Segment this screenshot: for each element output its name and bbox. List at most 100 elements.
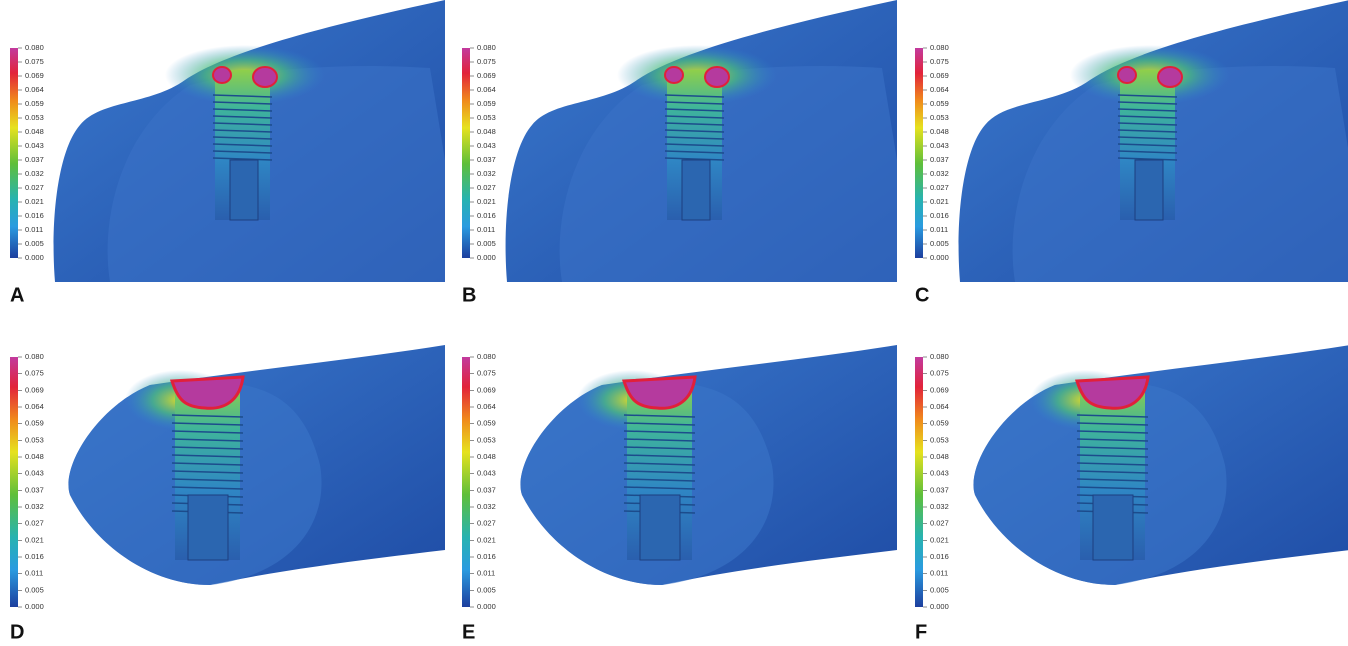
colorbar-tick-label: 0.043 [25,469,44,478]
implant-thread [623,454,696,458]
panel-label: A [10,284,24,306]
colorbar [10,48,18,258]
colorbar [10,357,18,607]
implant-thread [623,470,696,474]
colorbar-tick-label: 0.048 [930,452,949,461]
implant-thread [171,462,244,466]
colorbar-tick-label: 0.032 [477,502,496,511]
colorbar-tick-label: 0.016 [25,552,44,561]
colorbar-tick-label: 0.080 [477,352,496,361]
implant-thread [171,478,244,482]
colorbar-tick-label: 0.000 [25,253,44,262]
colorbar-tick-label: 0.000 [930,602,949,611]
implant-thread [664,157,725,161]
colorbar-tick-label: 0.037 [25,155,44,164]
implant-thread [1117,122,1178,126]
colorbar-tick-label: 0.032 [930,502,949,511]
colorbar-tick-label: 0.016 [930,552,949,561]
colorbar-tick-label: 0.005 [930,585,949,594]
colorbar-tick-label: 0.032 [25,169,44,178]
colorbar-tick-label: 0.075 [930,369,949,378]
colorbar-tick-label: 0.027 [930,519,949,528]
implant-thread [1117,136,1178,140]
colorbar-tick-label: 0.005 [25,239,44,248]
panel: 0.080 0.075 0.069 0.064 0.059 0.053 0.048 0.043… [915,0,1348,306]
colorbar-tick-label: 0.021 [477,197,496,206]
implant-thread [664,94,725,98]
colorbar-tick-label: 0.080 [477,43,496,52]
colorbar-tick-label: 0.011 [930,225,948,234]
colorbar-tick-label: 0.000 [25,602,44,611]
implant-thread [212,108,273,112]
colorbar-tick-label: 0.011 [930,569,948,578]
colorbar-tick-label: 0.032 [25,502,44,511]
implant-thread [1076,446,1149,450]
implant-thread [623,462,696,466]
implant-thread [664,115,725,119]
colorbar-tick-label: 0.032 [477,169,496,178]
implant-thread [664,101,725,105]
colorbar-tick-label: 0.043 [930,469,949,478]
implant-thread [1076,454,1149,458]
implant-thread [664,136,725,140]
colorbar-tick-label: 0.048 [25,127,44,136]
colorbar-tick-label: 0.005 [477,585,496,594]
implant-thread [1117,157,1178,161]
implant-thread [1117,94,1178,98]
colorbar-tick-label: 0.016 [477,552,496,561]
colorbar-tick-label: 0.027 [25,519,44,528]
implant-thread [1076,422,1149,426]
colorbar-tick-label: 0.069 [930,385,949,394]
colorbar-tick-label: 0.021 [477,535,496,544]
colorbar-tick-label: 0.053 [25,435,44,444]
implant-thread [212,122,273,126]
implant-thread [212,129,273,133]
implant-thread [1076,462,1149,466]
panel: 0.080 0.075 0.069 0.064 0.059 0.053 0.048 0.043… [462,345,897,643]
implant-thread [1117,115,1178,119]
colorbar-tick-label: 0.043 [477,141,496,150]
colorbar-tick-label: 0.080 [25,43,44,52]
colorbar-tick-label: 0.075 [930,57,949,66]
implant-apex [1092,494,1134,561]
colorbar-tick-label: 0.037 [930,485,949,494]
colorbar-tick-label: 0.005 [25,585,44,594]
implant-thread [623,438,696,442]
colorbar-tick-label: 0.027 [477,183,496,192]
colorbar-tick-label: 0.053 [930,113,949,122]
colorbar-tick-label: 0.080 [25,352,44,361]
stress-hotspot [664,66,684,84]
implant-thread [212,115,273,119]
colorbar-tick-label: 0.043 [930,141,949,150]
colorbar-tick-label: 0.037 [477,155,496,164]
colorbar-tick-label: 0.005 [930,239,949,248]
stress-hotspot [1117,66,1137,84]
implant-thread [212,150,273,154]
implant-thread [623,414,696,418]
colorbar-tick-label: 0.064 [930,402,949,411]
bone-inner [107,65,446,282]
colorbar-tick-label: 0.064 [930,85,949,94]
stress-hotspot [704,66,730,88]
colorbar-tick-label: 0.053 [930,435,949,444]
colorbar-tick-label: 0.080 [930,43,949,52]
colorbar [915,48,923,258]
implant-thread [212,157,273,161]
implant-thread [212,94,273,98]
panel-label: C [915,284,929,306]
colorbar-tick-label: 0.064 [25,85,44,94]
colorbar-tick-label: 0.011 [25,225,43,234]
colorbar-tick-label: 0.021 [25,197,44,206]
colorbar [462,48,470,258]
implant-thread [623,486,696,490]
implant-thread [1076,438,1149,442]
implant-thread [1076,470,1149,474]
colorbar-tick-label: 0.027 [25,183,44,192]
panel-label: D [10,621,24,643]
colorbar-tick-label: 0.059 [25,99,44,108]
bone-inner [559,65,897,282]
stress-hotspot [169,375,245,410]
panel: 0.080 0.075 0.069 0.064 0.059 0.053 0.048 0.043… [915,345,1348,643]
